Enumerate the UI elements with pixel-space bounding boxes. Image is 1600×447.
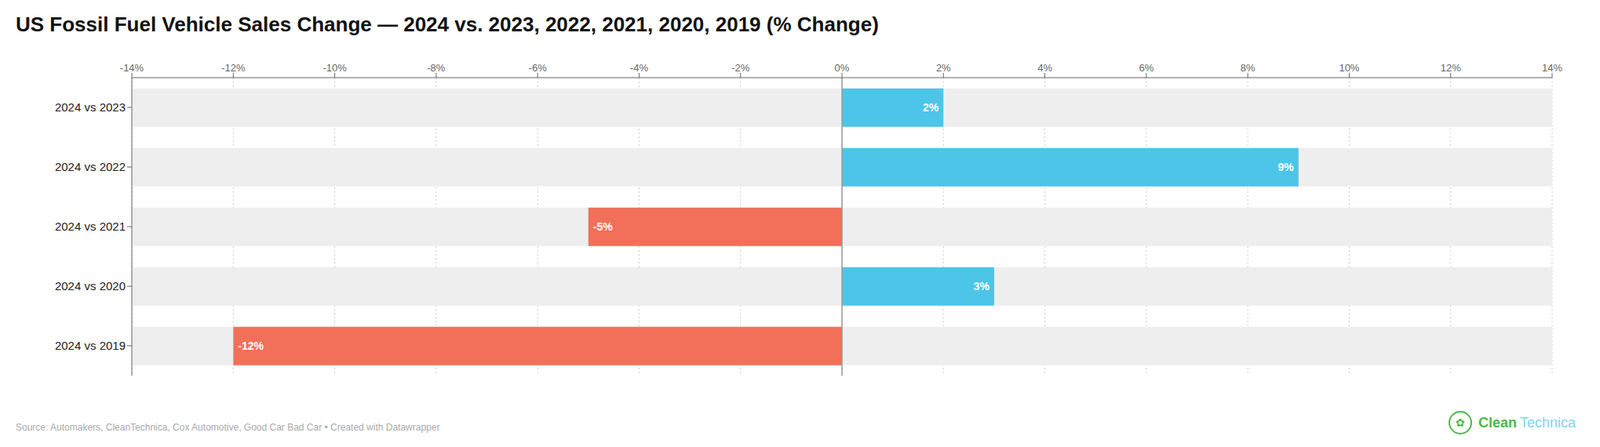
svg-text:2024 vs 2020: 2024 vs 2020 — [54, 279, 126, 293]
svg-text:-12%: -12% — [237, 339, 264, 353]
svg-text:2024 vs 2023: 2024 vs 2023 — [54, 100, 126, 114]
svg-text:-2%: -2% — [731, 61, 751, 74]
svg-text:2024 vs 2019: 2024 vs 2019 — [54, 338, 126, 353]
svg-text:-12%: -12% — [221, 61, 246, 74]
svg-text:10%: 10% — [1338, 61, 1360, 74]
html-text:US Fossil Fuel Vehicle Sales C: US Fossil Fuel Vehicle Sales Change — 20… — [15, 12, 879, 37]
svg-text:-6%: -6% — [528, 61, 548, 74]
svg-text:6%: 6% — [1138, 61, 1154, 74]
svg-text:3%: 3% — [973, 280, 991, 293]
svg-text:4%: 4% — [1037, 61, 1053, 74]
svg-text:-8%: -8% — [426, 61, 446, 74]
html-text:Clean Technica: Clean Technica — [1478, 414, 1576, 431]
html-text:Source: Automakers, CleanTechn: Source: Automakers, CleanTechnica, Cox A… — [15, 422, 440, 434]
svg-text:8%: 8% — [1240, 61, 1256, 74]
svg-text:-10%: -10% — [322, 61, 347, 74]
svg-text:2024 vs 2022: 2024 vs 2022 — [54, 160, 126, 174]
svg-text:2%: 2% — [922, 101, 940, 114]
svg-text:2024 vs 2021: 2024 vs 2021 — [54, 219, 126, 234]
svg-text:-5%: -5% — [593, 220, 613, 234]
svg-text:14%: 14% — [1541, 61, 1563, 74]
svg-text:-14%: -14% — [120, 61, 145, 74]
svg-text:0%: 0% — [834, 61, 850, 74]
svg-text:2%: 2% — [936, 61, 952, 74]
svg-text:12%: 12% — [1440, 61, 1462, 74]
svg-text:-4%: -4% — [630, 61, 649, 74]
svg-text:9%: 9% — [1278, 160, 1295, 174]
